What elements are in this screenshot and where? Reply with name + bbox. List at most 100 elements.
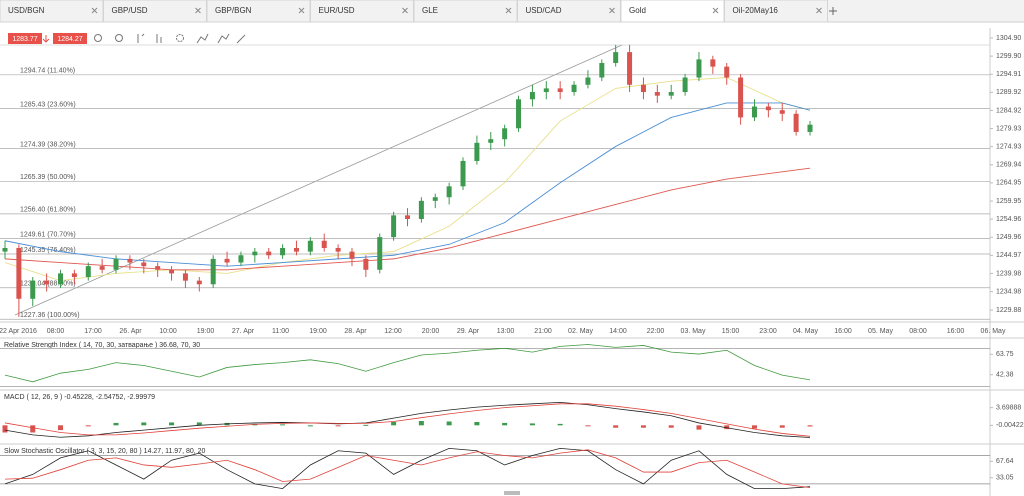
x-tick-label: 22 Apr 2016: [0, 328, 37, 335]
add-tab[interactable]: [829, 7, 837, 15]
y-tick-label: 67.64: [996, 458, 1014, 465]
y-tick-label: 1294.91: [996, 71, 1021, 78]
candle-body: [405, 215, 410, 219]
x-tick-label: 08:00: [909, 328, 927, 335]
candle-body: [640, 84, 646, 93]
drawing[interactable]: [217, 33, 230, 44]
candle-body: [488, 139, 494, 143]
candle-body: [696, 59, 702, 78]
candle-body: [169, 269, 175, 274]
tab-close[interactable]: [609, 7, 615, 14]
histogram-bar: [169, 422, 175, 426]
candle-body: [738, 77, 744, 118]
y-tick-label: 1249.96: [996, 234, 1021, 241]
x-tick-label: 17:00: [84, 328, 102, 335]
zoom-in[interactable]: [115, 34, 123, 42]
histogram-bar: [585, 425, 591, 427]
x-tick-label: 16:00: [947, 328, 965, 335]
scroll-handle[interactable]: [504, 491, 520, 495]
x-tick-label: 21:00: [534, 328, 552, 335]
histogram-bar: [668, 425, 674, 428]
histogram-bar: [363, 424, 369, 426]
candle-body: [210, 258, 216, 285]
timeframe[interactable]: [137, 33, 145, 43]
y-tick-label: 1269.94: [996, 162, 1021, 169]
x-tick-label: 22:00: [647, 328, 665, 335]
pencil[interactable]: [236, 34, 246, 44]
sell-box[interactable]: [8, 33, 42, 44]
buy-box[interactable]: [53, 33, 87, 44]
down-arrow: [42, 35, 50, 43]
candle-body: [516, 99, 522, 129]
y-tick-label: 1279.93: [996, 125, 1021, 132]
candle-body: [765, 106, 771, 111]
x-tick-label: 05. May: [868, 328, 893, 335]
tab-close[interactable]: [298, 7, 305, 14]
histogram-bar: [474, 421, 480, 426]
histogram-bar: [724, 425, 730, 430]
y-tick-label: 1244.97: [996, 252, 1021, 259]
histogram-bar: [391, 421, 397, 426]
fib-label: 1274.39 (38.20%): [20, 141, 76, 148]
candle-body: [30, 280, 36, 299]
tab-close[interactable]: [505, 7, 512, 14]
candle-body: [363, 258, 369, 270]
candle-body: [529, 92, 535, 100]
histogram-bar: [335, 425, 341, 427]
candle-body: [196, 280, 202, 285]
indicators[interactable]: [196, 33, 209, 44]
candle-body: [432, 197, 438, 201]
indicator-line: [4, 401, 811, 438]
x-tick-label: 03. May: [681, 328, 706, 335]
candle-body: [474, 142, 480, 161]
tab-close[interactable]: [712, 7, 719, 14]
tab-close[interactable]: [402, 7, 408, 14]
fib-label: 1265.39 (50.00%): [20, 174, 76, 181]
x-tick-label: 19:00: [309, 328, 327, 335]
candle-body: [238, 255, 244, 263]
candle-body: [307, 240, 313, 252]
tab-close[interactable]: [91, 7, 98, 14]
fib-label: 1227.36 (100.00%): [20, 312, 80, 319]
x-tick-label: 11:00: [272, 328, 289, 335]
candle-body: [141, 262, 147, 267]
tab[interactable]: [724, 0, 828, 23]
indicator-line: [4, 449, 811, 489]
histogram-bar: [613, 425, 619, 428]
chart-type[interactable]: [156, 34, 162, 43]
x-tick-label: 29. Apr: [457, 328, 480, 335]
indicator-title: Relative Strength Index ( 14, 70, 30, за…: [4, 342, 200, 349]
candle-body: [2, 248, 8, 252]
y-tick-label: 1274.93: [996, 144, 1021, 151]
tab-label: Gold: [629, 6, 646, 15]
candle-body: [599, 63, 605, 78]
candle-body: [44, 280, 50, 285]
histogram-bar: [85, 425, 91, 427]
zoom-out[interactable]: [94, 34, 102, 42]
candle-body: [155, 266, 161, 270]
candle-body: [71, 273, 77, 278]
indicator-line: [4, 344, 811, 383]
histogram-bar: [418, 421, 424, 426]
x-tick-label: 06. May: [981, 328, 1006, 335]
y-tick-label: 3.69888: [996, 404, 1021, 411]
candle-body: [543, 88, 549, 93]
candle-body: [460, 160, 466, 187]
candle-body: [99, 266, 105, 270]
fib-label: 1285.43 (23.60%): [20, 101, 76, 108]
settings[interactable]: [176, 34, 184, 42]
candle-body: [391, 215, 397, 238]
candle-body: [418, 200, 424, 219]
histogram-bar: [2, 425, 8, 433]
x-tick-label: 19:00: [197, 328, 215, 335]
y-tick-label: 1264.95: [996, 180, 1021, 187]
candle-body: [113, 258, 119, 270]
tab-close[interactable]: [195, 7, 201, 14]
candle-body: [127, 258, 133, 263]
x-tick-label: 28. Apr: [344, 328, 367, 335]
y-tick-label: -0.00422: [996, 422, 1024, 429]
candle-body: [654, 92, 660, 96]
candle-body: [252, 251, 258, 256]
histogram-bar: [502, 422, 508, 426]
tab-close[interactable]: [816, 7, 822, 14]
